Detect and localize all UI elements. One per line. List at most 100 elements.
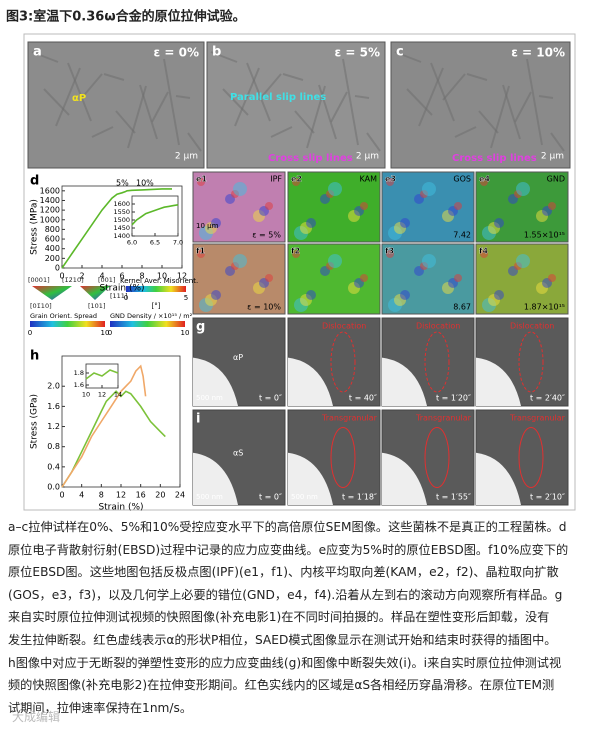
texture	[502, 84, 521, 140]
texture	[442, 73, 466, 101]
grain	[292, 178, 300, 186]
texture	[31, 51, 59, 63]
time-label: t = 1′20″	[436, 394, 471, 403]
figure-title: 图3:室温下0.36ω合金的原位拉伸试验。	[6, 9, 246, 25]
annotation: Dislocation	[322, 322, 366, 331]
annotation: Parallel slip lines	[230, 92, 326, 103]
grain	[400, 218, 410, 228]
texture	[294, 110, 315, 134]
x-tick-label: 2	[79, 272, 84, 281]
annotation: 5%	[116, 179, 129, 188]
region-outline	[518, 331, 544, 393]
panel-label: c	[396, 45, 404, 60]
texture	[270, 126, 293, 138]
y-tick-label: 1450	[113, 224, 130, 232]
y-tick-label: 1.6	[47, 402, 60, 411]
grain	[233, 182, 247, 196]
texture	[234, 67, 260, 127]
annotation: Cross slip lines	[268, 153, 353, 164]
x-tick-label: 4	[79, 491, 84, 500]
specimen-edge	[476, 357, 521, 406]
grain	[265, 202, 273, 210]
specimen-edge	[193, 357, 238, 406]
grain	[454, 274, 462, 282]
region-outline	[330, 331, 356, 393]
ipf-triangle	[32, 286, 72, 300]
region-outline	[424, 427, 450, 488]
annotation: Cross slip lines	[452, 153, 537, 164]
annotation: Dislocation	[416, 322, 460, 331]
x-tick-label: 10	[82, 391, 90, 399]
sem-image	[390, 41, 571, 169]
grain	[360, 202, 368, 210]
texture	[318, 84, 337, 140]
texture	[550, 132, 565, 152]
texture	[330, 91, 348, 123]
y-tick-label: 600	[45, 235, 60, 244]
caption: a–c拉伸试样在0%、5%和10%受控应变水平下的高倍原位SEM图像。这些菌株不…	[8, 516, 584, 719]
caption-line: 来自实时原位拉伸测试视频的快照图像(补充电影1)在不同时间拍摄的。样品在塑性变形…	[8, 610, 550, 625]
texture	[366, 132, 381, 152]
legend-title: Kernel Aver. Misorient.	[120, 277, 198, 285]
x-tick-label: 10	[157, 272, 167, 281]
annotation: Transgranular	[321, 414, 378, 423]
texture	[538, 95, 554, 99]
x-axis-label: Strain (%)	[98, 503, 143, 513]
grain	[548, 202, 556, 210]
grain	[422, 182, 436, 196]
scale-bar-label: 500 nm	[196, 394, 223, 402]
x-tick-label: 24	[175, 491, 185, 500]
grain	[211, 218, 221, 228]
grain	[480, 250, 488, 258]
region-outline	[330, 427, 356, 488]
specimen-edge	[193, 452, 238, 505]
region-outline	[424, 331, 450, 393]
panel-label: i	[196, 412, 200, 427]
texture	[406, 88, 433, 116]
annotation: αS	[233, 448, 243, 457]
map-value: 8.67	[453, 303, 471, 312]
caption-line: 原位电子背散射衍射(EBSD)过程中记录的应力应变曲线。e应变为5%时的原位EB…	[8, 542, 569, 557]
data-line	[61, 390, 166, 488]
texture	[466, 73, 488, 81]
x-tick-label: 16	[136, 491, 146, 500]
grain	[306, 290, 316, 300]
strain-label: ε = 5%	[335, 46, 380, 60]
figure: 图3:室温下0.36ω合金的原位拉伸试验。 a ε = 0% 2 μm αP b ε = …	[6, 9, 576, 513]
scale-bar-label: 2 μm	[356, 152, 379, 162]
grain	[360, 274, 368, 282]
x-tick-label: 8	[139, 272, 144, 281]
y-tick-label: 1.6	[74, 381, 84, 389]
panel-label: f2	[291, 247, 300, 256]
caption-line: a–c拉伸试样在0%、5%和10%受控应变水平下的高倍原位SEM图像。这些菌株不…	[8, 520, 567, 534]
map-type: IPF	[270, 175, 282, 184]
annotation: Dislocation	[510, 322, 554, 331]
grain	[211, 290, 221, 300]
specimen-edge	[476, 452, 521, 505]
grain	[400, 290, 410, 300]
x-tick-label: 6	[119, 272, 124, 281]
texture	[342, 58, 359, 146]
colorbar-tick: 5	[184, 294, 188, 302]
texture	[43, 88, 70, 116]
time-label: t = 40″	[349, 394, 377, 403]
grain	[494, 290, 504, 300]
y-tick-label: 1400	[113, 232, 130, 240]
data-line	[131, 204, 179, 226]
strain-label: ε = 5%	[252, 231, 281, 240]
y-tick-label: 1500	[113, 216, 130, 224]
map-value: 7.42	[453, 231, 471, 240]
panel-label: a	[33, 45, 42, 60]
x-tick-label: 14	[114, 391, 122, 399]
colorbar-tick: 0	[108, 329, 112, 337]
texture	[163, 58, 180, 146]
watermark: 大成编辑	[12, 710, 61, 724]
panel-label: g	[196, 320, 205, 335]
panel-label: d	[30, 174, 39, 189]
time-label: t = 2′40″	[530, 394, 565, 403]
map-value: 1.55×10¹⁵	[524, 231, 565, 240]
texture	[91, 126, 114, 138]
specimen-edge	[382, 452, 427, 505]
time-label: t = 2′10″	[530, 493, 565, 502]
texture	[430, 62, 455, 122]
